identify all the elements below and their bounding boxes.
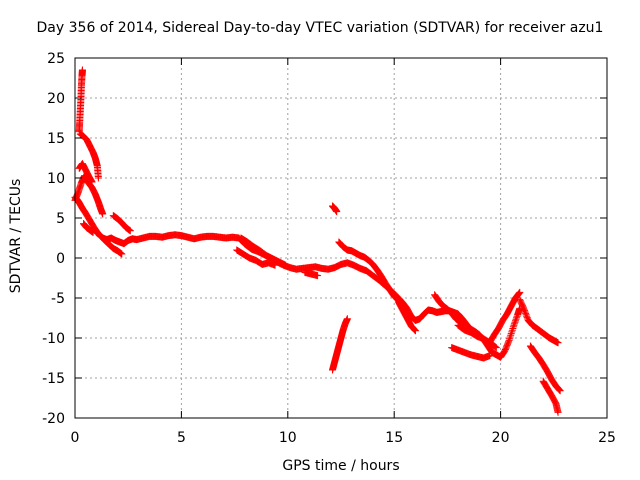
data-point <box>507 330 515 338</box>
y-tick-label: -10 <box>42 331 65 347</box>
x-tick-label: 20 <box>492 430 510 446</box>
y-tick-label: 25 <box>47 51 65 67</box>
x-axis-label: GPS time / hours <box>282 458 400 474</box>
data-point <box>506 333 514 341</box>
data-point <box>486 352 494 360</box>
data-point <box>314 272 322 280</box>
x-tick-label: 25 <box>598 430 616 446</box>
data-point <box>516 288 524 296</box>
data-point <box>511 318 519 326</box>
y-tick-label: 15 <box>47 131 65 147</box>
data-point <box>282 261 290 269</box>
data-point <box>271 261 279 269</box>
data-point <box>511 317 519 325</box>
data-point <box>554 339 562 347</box>
data-point <box>94 174 102 182</box>
data-point <box>126 227 134 235</box>
data-point <box>515 289 523 297</box>
data-point <box>78 66 86 74</box>
data-point <box>510 320 518 328</box>
axis-ticks <box>74 57 608 419</box>
y-tick-label: -20 <box>42 411 65 427</box>
data-point <box>411 327 419 335</box>
y-tick-label: -5 <box>51 291 65 307</box>
chart-title: Day 356 of 2014, Sidereal Day-to-day VTE… <box>36 20 604 36</box>
data-point <box>491 342 499 350</box>
data-point <box>555 386 563 394</box>
y-tick-label: 5 <box>56 211 65 227</box>
data-point <box>507 331 515 339</box>
data-point <box>506 335 514 343</box>
data-point <box>556 387 564 395</box>
data-point <box>509 325 517 332</box>
x-tick-label: 10 <box>279 430 297 446</box>
y-tick-label: 0 <box>56 251 65 267</box>
data-markers <box>71 66 564 416</box>
data-point <box>343 315 351 323</box>
plot-frame <box>74 57 608 419</box>
x-tick-label: 5 <box>177 430 186 446</box>
data-point <box>555 385 563 393</box>
data-point <box>333 208 341 216</box>
data-point <box>508 326 516 334</box>
x-tick-label: 0 <box>71 430 80 446</box>
data-point <box>505 338 513 346</box>
y-tick-labels: -20 -15 -10 -5 0 5 10 15 20 25 <box>42 51 65 427</box>
y-tick-label: 10 <box>47 171 65 187</box>
data-point <box>410 325 418 333</box>
data-point <box>118 250 126 258</box>
data-point <box>88 178 96 186</box>
data-point <box>515 290 523 298</box>
x-tick-label: 15 <box>385 430 403 446</box>
x-tick-labels: 0 5 10 15 20 25 <box>71 430 616 446</box>
data-point <box>492 343 500 351</box>
data-point <box>411 326 419 334</box>
data-point <box>410 326 418 334</box>
data-point <box>89 228 97 236</box>
y-tick-label: -15 <box>42 371 65 387</box>
data-point <box>513 314 521 322</box>
y-tick-label: 20 <box>47 91 65 107</box>
data-point <box>556 386 564 394</box>
data-point <box>509 323 517 331</box>
data-point <box>99 210 107 218</box>
data-point <box>512 315 520 323</box>
data-point <box>505 336 513 344</box>
data-point <box>492 344 500 352</box>
data-point <box>510 321 518 329</box>
data-point <box>500 348 508 356</box>
data-point <box>554 408 562 416</box>
data-point <box>508 328 516 336</box>
y-axis-label: SDTVAR / TECUs <box>8 178 24 294</box>
